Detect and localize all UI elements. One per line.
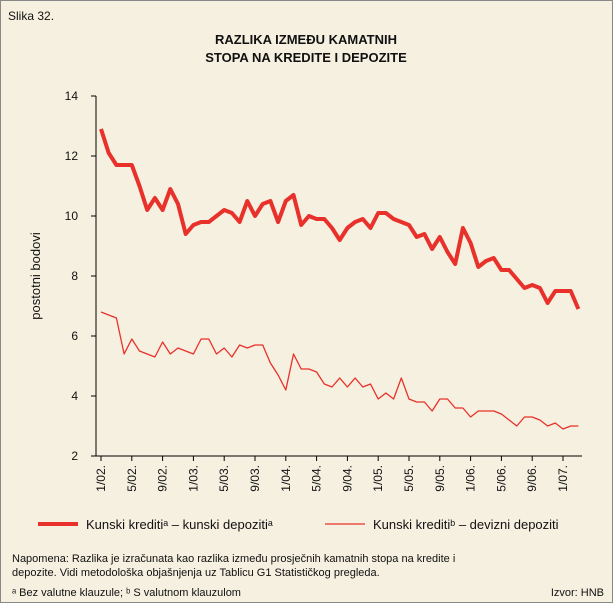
y-tick-label: 12: [65, 149, 79, 163]
y-tick-label: 6: [71, 329, 78, 343]
chart-title: RAZLIKA IZMEĐU KAMATNIH: [215, 32, 397, 47]
x-tick-label: 5/02.: [125, 465, 139, 492]
y-tick-label: 10: [65, 209, 79, 223]
note: Napomena: Razlika je izračunata kao razl…: [12, 553, 455, 565]
x-tick-label: 1/04.: [279, 465, 293, 492]
footnote: ᵃ Bez valutne klauzule; ᵇ S valutnom kla…: [12, 587, 241, 599]
x-tick-label: 5/06.: [494, 465, 508, 492]
y-axis-label: postotni bodovi: [28, 232, 43, 320]
x-tick-label: 1/06.: [464, 465, 478, 492]
x-tick-label: 1/02.: [94, 465, 108, 492]
x-tick-label: 5/03.: [217, 465, 231, 492]
x-tick-label: 5/04.: [310, 465, 324, 492]
legend-label: Kunski kreditiᵇ – devizni depoziti: [373, 517, 559, 532]
x-tick-label: 1/03.: [186, 465, 200, 492]
x-tick-label: 1/05.: [371, 465, 385, 492]
x-tick-label: 1/07.: [556, 465, 570, 492]
y-tick-label: 4: [71, 389, 78, 403]
legend-label: Kunski kreditiᵃ – kunski depozitiᵃ: [86, 517, 273, 532]
series-line: [99, 128, 581, 310]
x-tick-label: 9/04.: [340, 465, 354, 492]
x-tick-label: 9/02.: [156, 465, 170, 492]
y-tick-label: 8: [71, 269, 78, 283]
note: depozite. Vidi metodološka objašnjenja u…: [12, 567, 380, 579]
figure-label: Slika 32.: [8, 9, 54, 23]
x-tick-label: 9/03.: [248, 465, 262, 492]
x-tick-label: 5/05.: [402, 465, 416, 492]
series-line: [100, 311, 579, 430]
y-tick-label: 14: [65, 89, 79, 103]
x-tick-label: 9/06.: [525, 465, 539, 492]
source: Izvor: HNB: [551, 587, 604, 599]
chart-title: STOPA NA KREDITE I DEPOZITE: [205, 50, 407, 65]
x-tick-label: 9/05.: [433, 465, 447, 492]
y-tick-label: 2: [71, 449, 78, 463]
